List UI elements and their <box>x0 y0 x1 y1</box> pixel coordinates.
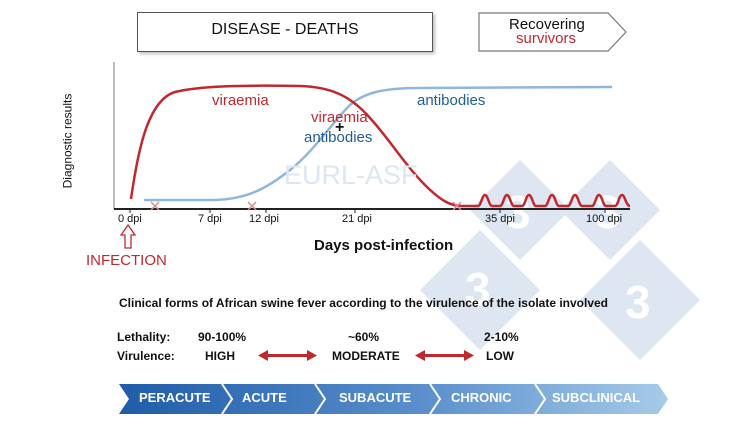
form-chronic: CHRONIC <box>451 390 512 405</box>
antibodies-curve <box>144 85 613 202</box>
watermark-text: EURL-ASF <box>284 160 418 190</box>
survivors-label: survivors <box>516 30 577 47</box>
virulence-moderate: MODERATE <box>332 349 400 363</box>
clinical-heading: Clinical forms of African swine fever ac… <box>119 296 609 310</box>
form-peracute: PERACUTE <box>139 390 211 405</box>
viraemia-mid-label: viraemia <box>311 109 368 126</box>
virulence-high: HIGH <box>205 349 235 363</box>
svg-text:3: 3 <box>505 186 531 238</box>
death-markers <box>150 201 462 211</box>
tick-100: 100 dpi <box>586 213 623 225</box>
form-subacute: SUBACUTE <box>339 390 412 405</box>
tick-0: 0 dpi <box>118 213 142 225</box>
svg-text:3: 3 <box>625 276 651 328</box>
recovering-label: Recovering <box>509 16 585 33</box>
disease-deaths-title: DISEASE - DEATHS <box>211 21 359 38</box>
form-acute: ACUTE <box>242 390 287 405</box>
lethality-high: 90-100% <box>198 330 247 344</box>
tick-35: 35 dpi <box>485 213 515 225</box>
x-axis-label: Days post-infection <box>314 237 454 254</box>
svg-text:3: 3 <box>465 263 491 315</box>
tick-12: 12 dpi <box>249 213 279 225</box>
viraemia-label: viraemia <box>212 92 269 109</box>
virulence-low: LOW <box>486 349 514 363</box>
lethality-moderate: ~60% <box>348 330 380 344</box>
lethality-label: Lethality: <box>117 330 171 344</box>
antibodies-mid-label: antibodies <box>304 129 373 146</box>
tick-21: 21 dpi <box>342 213 372 225</box>
disease-deaths-banner: DISEASE - DEATHS <box>137 12 433 52</box>
tick-7: 7 dpi <box>198 213 222 225</box>
lethality-low: 2-10% <box>484 330 519 344</box>
plus-sign: + <box>335 119 345 136</box>
antibodies-label: antibodies <box>417 92 486 109</box>
infection-label: INFECTION <box>86 252 167 269</box>
viraemia-curve <box>129 84 631 208</box>
virulence-label: Virulence: <box>117 349 175 363</box>
form-subclinical: SUBCLINICAL <box>552 390 641 405</box>
infection-arrow <box>119 223 137 249</box>
recovering-arrow <box>478 12 627 52</box>
